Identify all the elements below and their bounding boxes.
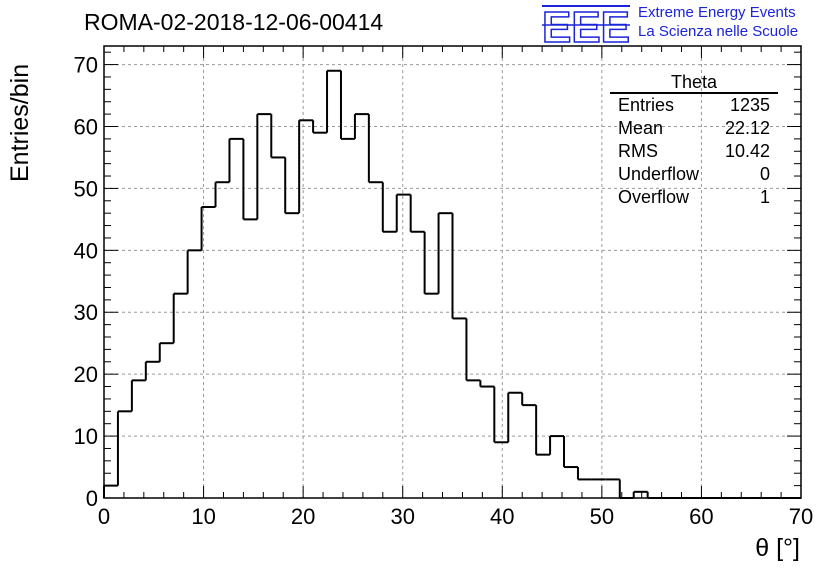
logo-caption: Extreme Energy Events La Scienza nelle S… xyxy=(638,3,798,41)
plot-frame xyxy=(103,45,802,499)
stats-row-underflow: Underflow 0 xyxy=(610,163,778,186)
stats-row-mean: Mean 22.12 xyxy=(610,117,778,140)
x-tick-label: 30 xyxy=(390,504,414,529)
x-tick-label: 0 xyxy=(98,504,110,529)
logo-line-2: La Scienza nelle Scuole xyxy=(638,23,799,40)
y-tick-label: 20 xyxy=(74,362,98,387)
stats-value: 10.42 xyxy=(724,141,770,161)
y-axis-label: Entries/bin xyxy=(6,63,34,182)
y-tick-label: 40 xyxy=(74,238,98,263)
y-tick-label: 0 xyxy=(86,486,98,511)
stats-label: Mean xyxy=(618,118,664,138)
y-tick-label: 10 xyxy=(74,424,98,449)
stats-label: RMS xyxy=(618,141,658,161)
stats-label: Entries xyxy=(618,95,675,115)
x-tick-label: 40 xyxy=(490,504,514,529)
x-tick-label: 60 xyxy=(689,504,713,529)
x-tick-label: 70 xyxy=(789,504,813,529)
x-tick-label: 50 xyxy=(590,504,614,529)
x-tick-label: 10 xyxy=(191,504,215,529)
stats-value: 22.12 xyxy=(724,118,770,138)
eee-logo-mark: EEE xyxy=(542,3,630,46)
stats-value: 1 xyxy=(759,187,770,207)
stats-value: 1235 xyxy=(729,95,770,115)
stats-row-rms: RMS 10.42 xyxy=(610,140,778,163)
logo-line-1: Extreme Energy Events xyxy=(638,4,796,21)
y-tick-label: 70 xyxy=(74,53,98,78)
eee-logo: EEE xyxy=(541,2,631,46)
y-tick-label: 30 xyxy=(74,300,98,325)
stats-box: Theta Entries 1235 Mean 22.12 RMS 10.42 … xyxy=(610,72,778,209)
x-tick-label: 20 xyxy=(291,504,315,529)
stats-value: 0 xyxy=(759,164,770,184)
stats-label: Underflow xyxy=(618,164,700,184)
x-axis-label: θ [°] xyxy=(755,534,800,562)
chart-title: ROMA-02-2018-12-06-00414 xyxy=(84,9,384,35)
y-tick-label: 50 xyxy=(74,176,98,201)
stats-label: Overflow xyxy=(618,187,690,207)
y-tick-label: 60 xyxy=(74,114,98,139)
stats-row-entries: Entries 1235 xyxy=(610,94,778,117)
stats-row-overflow: Overflow 1 xyxy=(610,186,778,209)
stats-title: Theta xyxy=(610,72,778,94)
